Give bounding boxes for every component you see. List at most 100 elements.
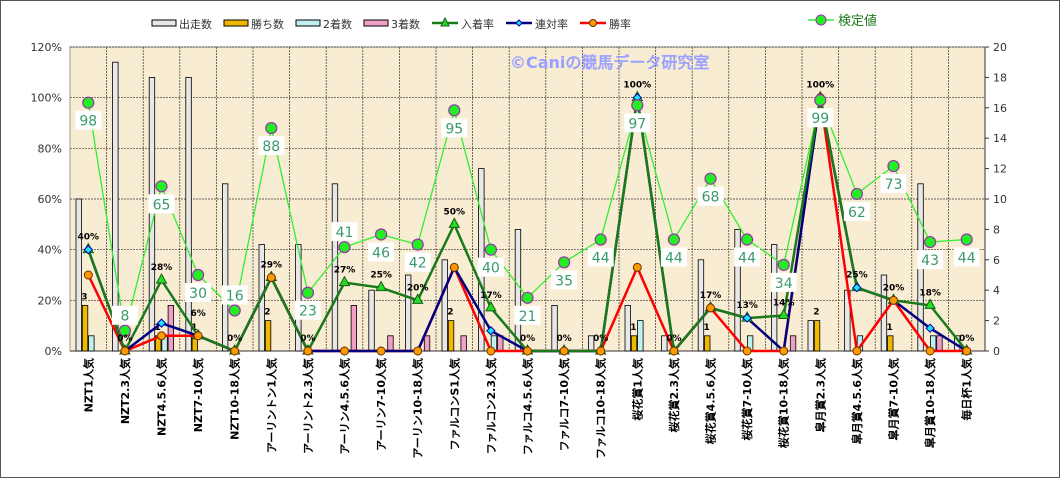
place-rate-label: 100% [806,81,834,91]
bar-0-8 [368,289,375,352]
circle-marker [83,270,93,280]
circle-marker [120,346,130,356]
right-tick-label: 14 [993,132,1007,145]
bar-1-17 [704,335,711,352]
category-label: 毎日杯1人気 [960,358,974,421]
test-value-label-bg [953,247,980,267]
test-value-marker [155,180,168,193]
triangle-marker [777,308,790,320]
test-value-label-bg [221,285,248,305]
bar-0-1 [112,61,119,352]
test-value-label-bg [697,186,724,206]
right-tick-label: 2 [993,315,1000,328]
category-label: 桜花賞10-18人気 [777,358,791,448]
category-label: 桜花賞4.5.6人気 [704,358,718,444]
test-value-marker [557,256,571,269]
bar-0-13 [551,304,558,352]
test-value-label-bg [258,136,285,156]
bar-1-22 [887,335,894,352]
legend-label: 勝率 [609,17,631,31]
bar-1-5 [264,320,272,352]
bar-0-3 [185,77,192,352]
test-value-label-bg [624,113,651,133]
place-rate-label: 0% [666,334,681,344]
place-rate-label: 13% [736,301,758,311]
category-label: NZT7-10人気 [191,358,205,432]
test-value-label: 99 [811,111,829,127]
win-count-label: 1 [630,323,636,333]
test-value-label-bg [404,252,431,272]
category-label: アーリント2.3人気 [301,358,315,454]
circle-marker [742,346,752,356]
right-tick-label: 10 [993,193,1007,206]
category-label: NZT10-18人気 [228,358,242,440]
test-value-label-bg [551,270,578,290]
right-tick-label: 4 [993,284,1000,297]
place-rate-label: 0% [227,334,242,344]
test-value-label: 43 [921,253,939,269]
place-rate-label: 20% [407,283,429,293]
circle-marker [889,295,898,305]
test-value-label: 44 [738,251,756,267]
test-value-label-bg [75,110,102,130]
test-value-label: 68 [702,190,720,206]
test-value-label: 73 [885,177,903,193]
legend-label: 出走数 [179,17,212,31]
bar-0-12 [514,228,522,352]
test-value-marker [667,233,681,246]
test-value-label-bg [587,247,614,267]
test-value-label-bg [294,300,321,320]
circle-marker [925,346,935,356]
category-label: NZT2.3人気 [118,358,132,424]
test-value-marker [850,187,864,201]
place-rate-label: 20% [883,283,905,293]
left-tick-label: 100% [31,92,62,105]
category-label: ファルコ7-10人気 [557,358,571,451]
legend-triangle-icon [440,16,450,27]
left-tick-label: 20% [38,294,62,307]
test-value-label: 40 [482,261,500,277]
place-rate-label: 28% [151,263,173,273]
right-tick-label: 8 [993,223,1000,236]
right-tick-label: 20 [993,41,1007,54]
bar-3-10 [460,335,467,352]
left-tick-label: 60% [38,193,62,206]
bar-2-0 [88,335,95,352]
category-label: ファルコ4.5.6人気 [521,358,535,455]
circle-marker [559,346,569,356]
right-tick-label: 16 [993,102,1007,115]
test-value-label: 41 [336,225,354,241]
legend-test-label: 検定値 [838,13,877,29]
circle-marker [962,346,972,356]
legend-label: 2着数 [323,17,352,31]
place-rate-label: 0% [117,334,132,344]
category-label: 皐月賞4.5.6人気 [850,358,864,444]
bar-3-7 [350,304,358,352]
left-tick-label: 80% [38,142,62,155]
circle-marker [413,346,423,356]
test-value-label: 35 [555,273,573,289]
bar-3-9 [423,335,431,352]
diamond-marker [156,318,167,328]
bar-2-15 [637,320,644,352]
place-rate-label: 18% [919,288,941,298]
legend-label: 連対率 [535,17,568,31]
test-value-marker [82,96,95,109]
diamond-marker [83,244,94,255]
triangle-marker [448,217,461,228]
place-rate-label: 27% [334,266,356,276]
test-value-marker [704,172,717,185]
test-value-label-bg [770,272,797,292]
win-count-label: 1 [155,323,161,333]
test-value-marker [448,104,461,117]
test-value-marker [887,159,900,173]
test-value-label-bg [368,242,395,262]
test-value-label-bg [734,247,761,267]
diamond-marker [925,323,935,333]
bar-0-18 [734,228,741,352]
bar-1-20 [813,320,821,352]
bar-0-0 [75,198,82,352]
test-value-marker [814,94,827,107]
place-rate-label: 100% [623,81,651,91]
